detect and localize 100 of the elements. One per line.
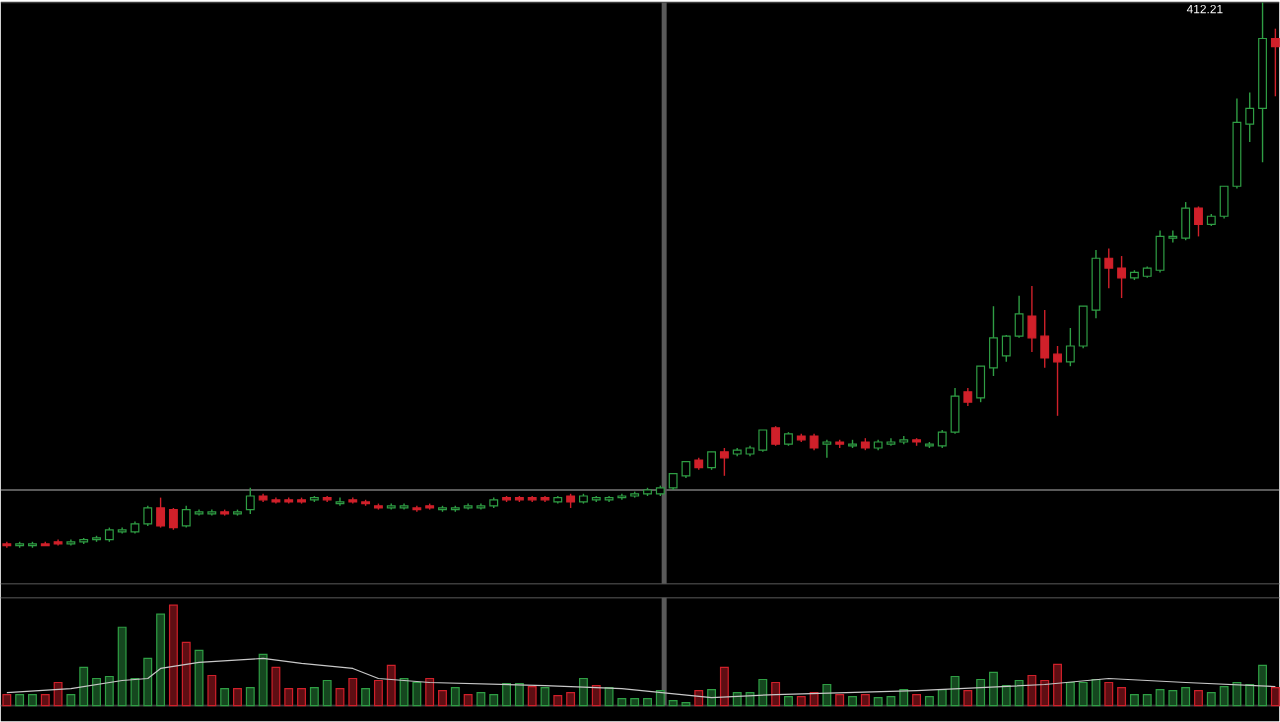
candlestick — [1053, 345, 1062, 417]
bar — [322, 680, 332, 707]
bar — [1065, 682, 1075, 707]
bar — [655, 690, 665, 707]
bar — [1104, 682, 1114, 707]
bar — [143, 657, 153, 707]
candlestick — [1014, 295, 1024, 339]
bar — [553, 695, 563, 707]
bar — [194, 649, 204, 707]
bar — [40, 694, 50, 707]
bar — [309, 687, 319, 707]
candlestick — [1245, 91, 1255, 143]
bar — [860, 694, 870, 707]
bar — [438, 690, 447, 707]
bar — [1142, 694, 1152, 707]
bar — [168, 604, 178, 707]
bar — [181, 641, 191, 707]
bar — [1001, 685, 1011, 707]
bar — [822, 684, 832, 707]
candlestick — [181, 505, 191, 529]
candlestick — [719, 447, 729, 477]
bar — [578, 678, 588, 707]
candlestick — [1001, 334, 1011, 363]
candlestick — [963, 387, 973, 407]
bar — [2, 694, 12, 707]
bar — [1117, 687, 1127, 707]
bar — [489, 694, 499, 707]
bar — [53, 682, 63, 707]
bar — [643, 698, 652, 707]
bar — [1194, 690, 1203, 707]
bar — [1129, 694, 1139, 707]
candlestick — [950, 387, 960, 435]
bar — [591, 685, 601, 707]
bar — [1053, 664, 1062, 707]
candlestick — [335, 497, 345, 507]
candlestick — [143, 505, 153, 527]
bar — [156, 613, 166, 707]
bar — [502, 683, 511, 707]
bar — [1027, 675, 1037, 707]
candlestick — [822, 439, 832, 459]
bar — [937, 689, 947, 707]
candlestick — [156, 497, 166, 529]
bar — [784, 696, 793, 707]
candlestick — [168, 507, 178, 531]
bar — [527, 686, 537, 707]
bar — [976, 679, 986, 707]
bar — [463, 694, 473, 707]
bar — [848, 696, 857, 707]
bar — [361, 688, 371, 707]
bar — [1014, 680, 1024, 707]
bar — [66, 694, 76, 707]
bar — [335, 688, 345, 707]
bar — [476, 692, 486, 707]
bar — [297, 688, 306, 707]
candlestick — [1117, 255, 1127, 299]
candlestick — [976, 365, 986, 404]
bar — [425, 678, 435, 707]
bar — [796, 696, 806, 707]
bar — [566, 692, 576, 707]
candlestick — [1194, 205, 1203, 238]
candlestick — [245, 487, 255, 515]
candlestick — [1027, 285, 1037, 353]
bar — [630, 698, 640, 707]
bar — [245, 687, 255, 707]
bar — [386, 665, 396, 707]
bar — [1245, 684, 1255, 707]
bar — [271, 667, 281, 707]
candlestick — [1181, 201, 1191, 242]
bar — [924, 696, 934, 707]
bar — [15, 694, 25, 707]
bar — [771, 682, 781, 707]
bar — [719, 667, 729, 707]
bar — [284, 688, 294, 707]
bar — [1206, 692, 1216, 707]
bar — [707, 689, 717, 707]
bar — [258, 653, 268, 707]
bar — [207, 675, 217, 707]
bar — [28, 694, 37, 707]
bar — [912, 694, 922, 707]
bar — [809, 692, 819, 707]
bar — [92, 678, 101, 707]
candlestick — [989, 305, 998, 377]
bar — [104, 676, 114, 707]
bar — [348, 678, 358, 707]
candlestick — [771, 425, 781, 447]
bar — [233, 688, 242, 707]
bar — [950, 676, 960, 707]
bar — [694, 690, 704, 707]
bar — [963, 690, 973, 707]
bar — [1181, 687, 1191, 707]
bar — [514, 683, 524, 707]
candlestick — [1104, 247, 1114, 290]
bar — [220, 688, 230, 707]
bar — [1040, 680, 1050, 707]
bar — [989, 672, 998, 707]
bar — [835, 694, 845, 707]
bar — [79, 667, 89, 707]
bar — [373, 680, 383, 707]
bar — [1258, 665, 1267, 707]
candlestick — [1065, 327, 1075, 368]
